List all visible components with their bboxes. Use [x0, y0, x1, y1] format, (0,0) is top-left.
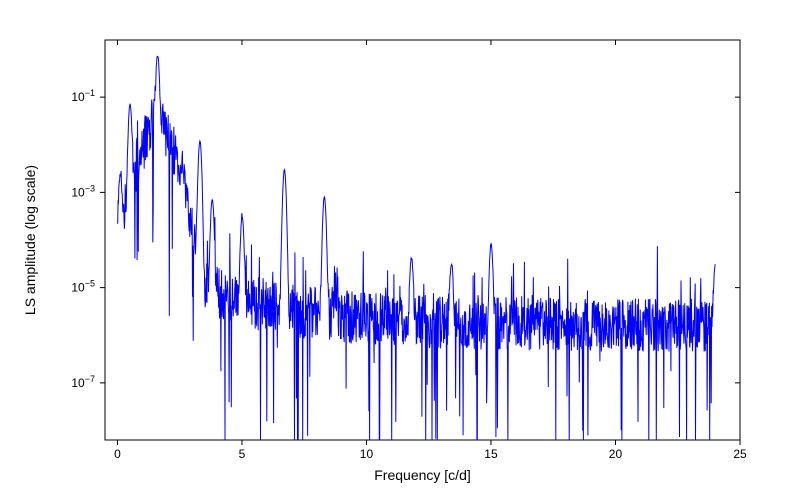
x-tick-label: 25: [733, 447, 747, 461]
x-tick-label: 0: [114, 447, 121, 461]
x-tick-label: 15: [484, 447, 498, 461]
y-tick-label: 10−7: [71, 374, 95, 390]
y-axis-label: LS amplitude (log scale): [22, 165, 38, 315]
x-tick-label: 20: [609, 447, 623, 461]
x-tick-label: 5: [239, 447, 246, 461]
y-tick-label: 10−1: [71, 88, 95, 104]
y-tick-label: 10−3: [71, 183, 95, 199]
x-axis-label: Frequency [c/d]: [374, 467, 471, 483]
x-tick-label: 10: [360, 447, 374, 461]
y-tick-label: 10−5: [71, 279, 95, 295]
chart-container: 0 5 10 15 20 25 10−7 10−5 10−3 10−1 Frequency [c…: [0, 0, 800, 500]
periodogram-chart: 0 5 10 15 20 25 10−7 10−5 10−3 10−1 Frequency [c…: [0, 0, 800, 500]
x-ticks: 0 5 10 15 20 25: [114, 40, 747, 461]
spectrum-line: [118, 56, 716, 440]
